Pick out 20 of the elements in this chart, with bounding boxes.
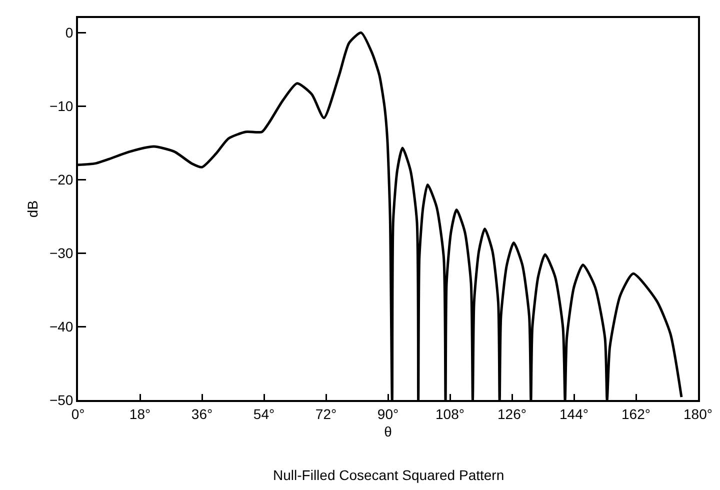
x-tick-label: 72° xyxy=(315,406,337,422)
y-tick-label: −20 xyxy=(49,172,74,188)
x-tick-label: 0° xyxy=(71,406,85,422)
x-tick-label: 90° xyxy=(377,406,399,422)
x-tick-label: 36° xyxy=(191,406,213,422)
x-tick-label: 108° xyxy=(436,406,464,422)
y-tick-label: −30 xyxy=(49,244,74,261)
y-tick-label: 0 xyxy=(65,24,74,41)
y-axis-title: dB xyxy=(24,200,41,218)
y-tick-label: −10 xyxy=(49,98,74,114)
x-tick-label: 144° xyxy=(560,406,588,422)
text: Null-Filled Cosecant Squared Pattern xyxy=(273,467,504,483)
y-tick-label: −40 xyxy=(49,318,74,334)
x-tick-label: 162° xyxy=(622,406,650,422)
x-axis-title: θ xyxy=(384,424,392,440)
y-tick-label: −50 xyxy=(49,392,74,408)
x-tick-label: 54° xyxy=(253,406,275,422)
x-tick-label: 180° xyxy=(684,406,712,422)
x-tick-label: 18° xyxy=(129,406,151,422)
x-tick-label: 126° xyxy=(498,406,526,422)
